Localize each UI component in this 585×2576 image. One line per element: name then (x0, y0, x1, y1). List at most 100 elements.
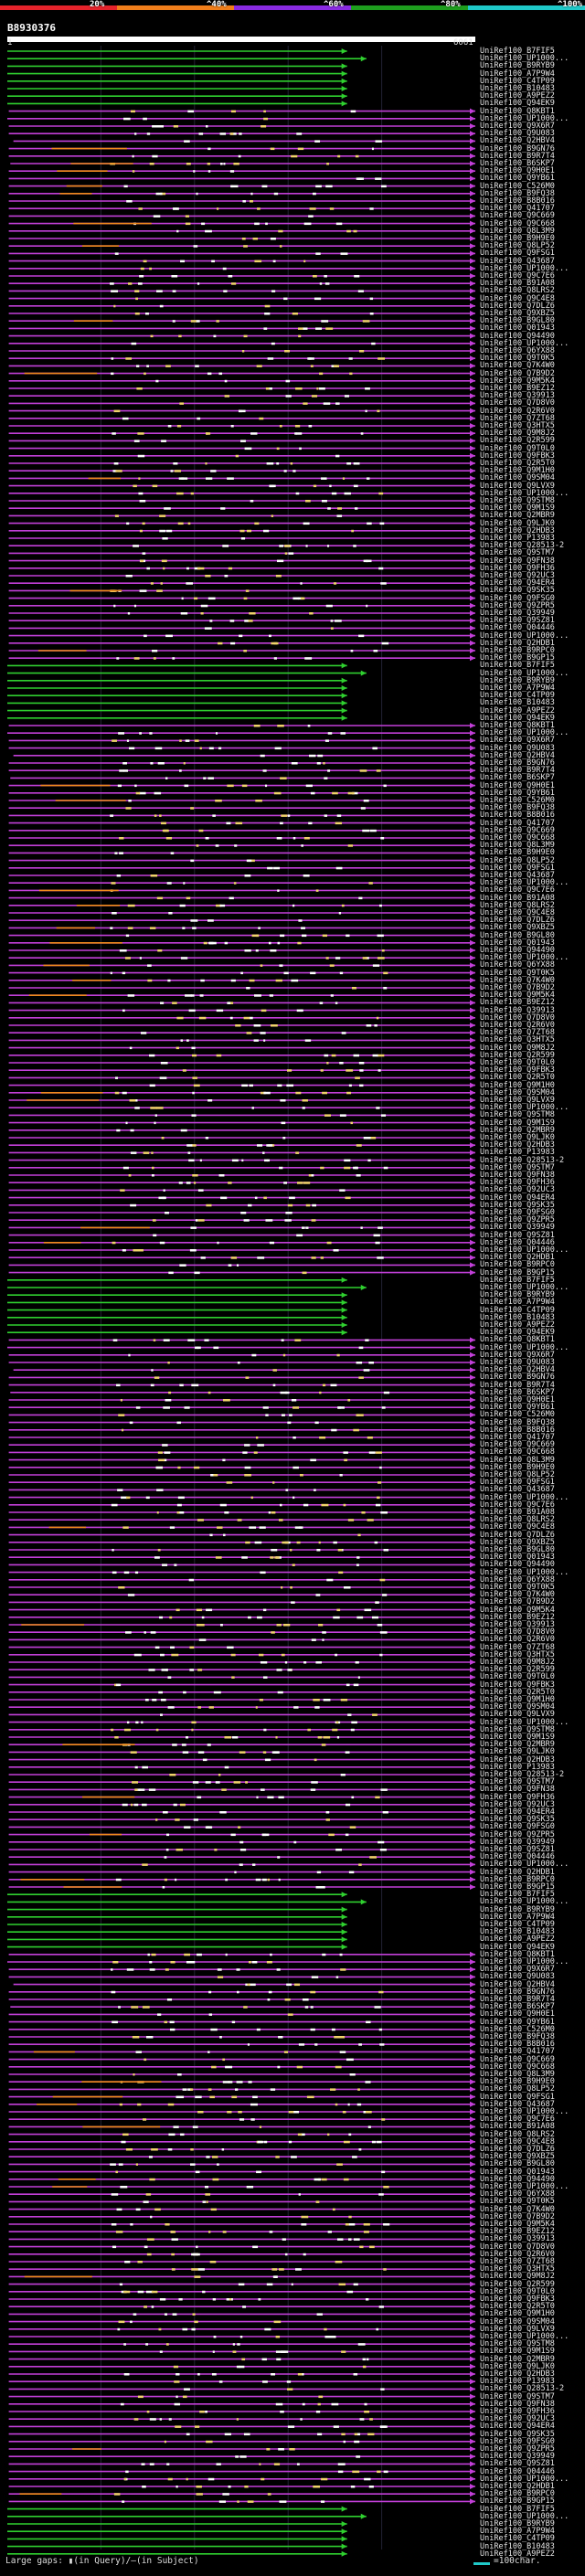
hit-label[interactable]: UniRef100_C4TP09 (480, 1920, 555, 1929)
hit-label[interactable]: UniRef100_Q2HDB1 (480, 638, 555, 648)
hit-label[interactable]: UniRef100_Q9SK35 (480, 1200, 555, 1210)
hit-label[interactable]: UniRef100_B9GP15 (480, 1267, 555, 1277)
hit-label[interactable]: UniRef100_B9FQ38 (480, 803, 555, 813)
hit-label[interactable]: UniRef100_Q9X6R7 (480, 1965, 555, 1975)
hit-label[interactable]: UniRef100_Q39949 (480, 2452, 555, 2462)
hit-label[interactable]: UniRef100_A9PEZ2 (480, 2549, 555, 2559)
hit-label[interactable]: UniRef100_Q9FSG1 (480, 249, 555, 259)
hit-label[interactable]: UniRef100_B8B016 (480, 1425, 555, 1435)
hit-label[interactable]: UniRef100_Q8LP52 (480, 241, 555, 251)
hit-label[interactable]: UniRef100_Q2R5T0 (480, 459, 555, 468)
hit-label[interactable]: UniRef100_Q7D8V0 (480, 398, 555, 408)
hit-label[interactable]: UniRef100_UP1000... (480, 263, 569, 273)
hit-label[interactable]: UniRef100_Q9SZ81 (480, 1845, 555, 1854)
hit-label[interactable]: UniRef100_Q7K4W0 (480, 2204, 555, 2214)
hit-label[interactable]: UniRef100_Q39913 (480, 391, 555, 401)
hit-label[interactable]: UniRef100_Q2MBR9 (480, 1740, 555, 1750)
hit-label[interactable]: UniRef100_B10483 (480, 84, 555, 93)
hit-label[interactable]: UniRef100_B9RPC0 (480, 1874, 555, 1884)
hit-label[interactable]: UniRef100_UP1000... (480, 2474, 569, 2484)
hit-label[interactable]: UniRef100_Q7B9D2 (480, 983, 555, 992)
hit-label[interactable]: UniRef100_Q92UC3 (480, 1799, 555, 1809)
hit-label[interactable]: UniRef100_Q6YX88 (480, 1574, 555, 1585)
hit-label[interactable]: UniRef100_Q2R5T0 (480, 2302, 555, 2312)
hit-label[interactable]: UniRef100_Q9FSG0 (480, 1822, 555, 1832)
hit-label[interactable]: UniRef100_B8B016 (480, 196, 555, 206)
hit-label[interactable]: UniRef100_Q2HBV4 (480, 750, 555, 760)
hit-label[interactable]: UniRef100_Q9LVX9 (480, 2324, 555, 2334)
hit-label[interactable]: UniRef100_Q6YX88 (480, 2189, 555, 2200)
hit-label[interactable]: UniRef100_C526M0 (480, 2024, 555, 2034)
hit-label[interactable]: UniRef100_Q2R6V0 (480, 1021, 555, 1030)
hit-label[interactable]: UniRef100_Q9C669 (480, 2054, 555, 2064)
hit-label[interactable]: UniRef100_Q7B9D2 (480, 1597, 555, 1607)
hit-label[interactable]: UniRef100_Q9T0L0 (480, 1672, 555, 1682)
hit-label[interactable]: UniRef100_Q2R5T0 (480, 1073, 555, 1083)
hit-label[interactable]: UniRef100_Q04446 (480, 2466, 555, 2476)
hit-label[interactable]: UniRef100_Q9C669 (480, 1440, 555, 1450)
hit-label[interactable]: UniRef100_Q41707 (480, 818, 555, 828)
hit-label[interactable]: UniRef100_Q9M8J2 (480, 1658, 555, 1667)
hit-label[interactable]: UniRef100_B10483 (480, 698, 555, 708)
hit-label[interactable]: UniRef100_Q8LRS2 (480, 1515, 555, 1525)
hit-label[interactable]: UniRef100_Q9M5K4 (480, 991, 555, 1001)
hit-label[interactable]: UniRef100_Q9FSG1 (480, 2092, 555, 2102)
hit-label[interactable]: UniRef100_B9R7T4 (480, 766, 555, 776)
hit-label[interactable]: UniRef100_Q9T0K5 (480, 354, 555, 364)
hit-label[interactable]: UniRef100_Q3HTX5 (480, 1649, 555, 1659)
hit-label[interactable]: UniRef100_UP1000... (480, 1957, 569, 1966)
hit-label[interactable]: UniRef100_Q2R6V0 (480, 406, 555, 416)
hit-label[interactable]: UniRef100_Q9FN38 (480, 1171, 555, 1180)
hit-label[interactable]: UniRef100_B9GP15 (480, 2496, 555, 2507)
hit-label[interactable]: UniRef100_B7FIF5 (480, 1275, 555, 1285)
hit-label[interactable]: UniRef100_Q9YB61 (480, 2017, 555, 2027)
hit-label[interactable]: UniRef100_Q9H0E1 (480, 780, 555, 790)
hit-label[interactable]: UniRef100_C4TP09 (480, 691, 555, 701)
hit-label[interactable]: UniRef100_Q7D8V0 (480, 1012, 555, 1023)
hit-label[interactable]: UniRef100_B9FQ38 (480, 188, 555, 198)
hit-label[interactable]: UniRef100_B9RPC0 (480, 646, 555, 655)
hit-label[interactable]: UniRef100_UP1000... (480, 2511, 569, 2521)
hit-label[interactable]: UniRef100_Q94ER4 (480, 1807, 555, 1817)
hit-label[interactable]: UniRef100_C526M0 (480, 181, 555, 191)
hit-label[interactable]: UniRef100_Q41707 (480, 1433, 555, 1442)
hit-label[interactable]: UniRef100_B8B016 (480, 2040, 555, 2050)
hit-label[interactable]: UniRef100_Q9H0E1 (480, 166, 555, 176)
hit-label[interactable]: UniRef100_B9RYB9 (480, 61, 555, 71)
hit-label[interactable]: UniRef100_Q9M5K4 (480, 1605, 555, 1615)
hit-label[interactable]: UniRef100_Q2HDB1 (480, 1867, 555, 1877)
hit-label[interactable]: UniRef100_Q43687 (480, 1485, 555, 1495)
hit-label[interactable]: UniRef100_B9GP15 (480, 653, 555, 663)
hit-label[interactable]: UniRef100_B7FIF5 (480, 1890, 555, 1900)
hit-label[interactable]: UniRef100_Q41707 (480, 204, 555, 214)
hit-label[interactable]: UniRef100_Q7K4W0 (480, 1590, 555, 1600)
hit-label[interactable]: UniRef100_Q9FBK3 (480, 1680, 555, 1690)
hit-label[interactable]: UniRef100_Q9U083 (480, 1358, 555, 1367)
hit-label[interactable]: UniRef100_Q04446 (480, 623, 555, 633)
hit-label[interactable]: UniRef100_Q2MBR9 (480, 511, 555, 521)
hit-label[interactable]: UniRef100_Q8KBT1 (480, 1335, 555, 1345)
hit-label[interactable]: UniRef100_Q39949 (480, 609, 555, 618)
hit-label[interactable]: UniRef100_B10483 (480, 1312, 555, 1322)
hit-label[interactable]: UniRef100_Q9ZPR5 (480, 1215, 555, 1225)
hit-label[interactable]: UniRef100_Q9FBK3 (480, 2295, 555, 2304)
hit-label[interactable]: UniRef100_Q41707 (480, 2047, 555, 2057)
hit-label[interactable]: UniRef100_C4TP09 (480, 1305, 555, 1315)
hit-label[interactable]: UniRef100_Q9M8J2 (480, 1043, 555, 1053)
hit-label[interactable]: UniRef100_Q28513-2 (480, 1770, 565, 1779)
hit-label[interactable]: UniRef100_Q6YX88 (480, 960, 555, 970)
hit-label[interactable]: UniRef100_B9EZ12 (480, 998, 555, 1008)
hit-label[interactable]: UniRef100_P13983 (480, 2377, 555, 2387)
hit-label[interactable]: UniRef100_Q9T0L0 (480, 1058, 555, 1067)
hit-label[interactable]: UniRef100_Q9M5K4 (480, 2220, 555, 2229)
hit-label[interactable]: UniRef100_Q9C4E8 (480, 2136, 555, 2147)
hit-label[interactable]: UniRef100_Q9C669 (480, 825, 555, 835)
hit-label[interactable]: UniRef100_Q2R599 (480, 1665, 555, 1675)
hit-label[interactable]: UniRef100_B9GL80 (480, 1545, 555, 1554)
hit-label[interactable]: UniRef100_Q9FH36 (480, 563, 555, 573)
hit-label[interactable]: UniRef100_Q2HDB1 (480, 2482, 555, 2491)
hit-label[interactable]: UniRef100_Q9XBZ5 (480, 309, 555, 318)
hit-label[interactable]: UniRef100_Q8LRS2 (480, 900, 555, 910)
hit-label[interactable]: UniRef100_Q9C7E6 (480, 271, 555, 281)
hit-label[interactable]: UniRef100_Q7ZT68 (480, 2257, 555, 2266)
